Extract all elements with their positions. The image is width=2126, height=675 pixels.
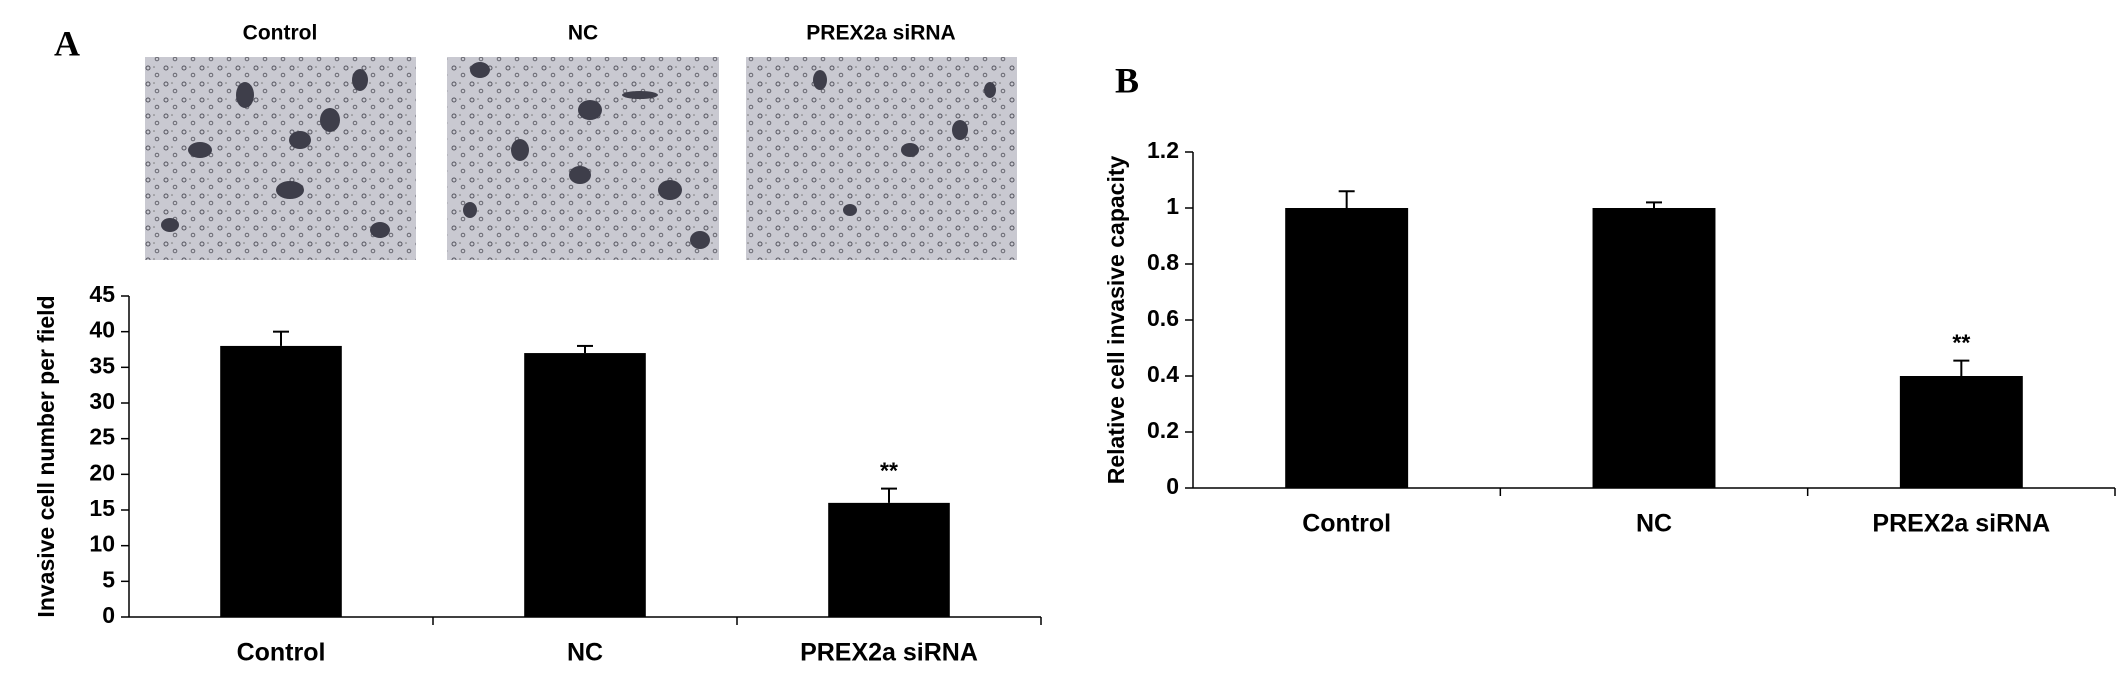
y-tick-label: 1 <box>1166 193 1179 219</box>
y-tick-label: 20 <box>89 459 115 485</box>
y-tick-label: 1.2 <box>1147 137 1179 163</box>
micrograph <box>447 57 719 260</box>
panel-label: B <box>1115 60 1139 100</box>
x-tick-label: PREX2a siRNA <box>800 639 978 667</box>
y-tick-label: 10 <box>89 531 115 557</box>
bar <box>1592 208 1716 488</box>
error-bar <box>881 487 897 503</box>
error-bar <box>273 330 289 346</box>
y-tick-label: 0.6 <box>1147 305 1179 331</box>
x-tick-label: PREX2a siRNA <box>1872 510 2050 538</box>
y-tick-label: 15 <box>89 495 115 521</box>
y-tick-label: 0 <box>102 602 115 628</box>
stained-cells <box>161 62 996 249</box>
y-tick-label: 0.4 <box>1147 361 1179 387</box>
micrograph <box>145 57 416 260</box>
y-tick-label: 0.8 <box>1147 249 1179 275</box>
bar <box>220 345 342 617</box>
y-tick-label: 30 <box>89 388 115 414</box>
y-tick-label: 45 <box>89 281 115 307</box>
bar <box>1899 376 2023 488</box>
x-tick-label: NC <box>1636 510 1672 538</box>
y-tick-label: 0 <box>1166 473 1179 499</box>
panel-label: A <box>54 23 80 63</box>
bar <box>1285 208 1409 488</box>
annotation: ** <box>880 458 898 484</box>
bar <box>828 502 950 617</box>
error-bar <box>1953 359 1970 376</box>
error-bar <box>1646 201 1662 208</box>
y-axis-title: Invasive cell number per field <box>33 295 59 617</box>
micrograph <box>746 57 1017 260</box>
y-axis-title: Relative cell invasive capacity <box>1103 155 1129 484</box>
x-tick-label: Control <box>237 639 326 667</box>
x-tick-label: Control <box>1302 510 1391 538</box>
y-tick-label: 35 <box>89 352 115 378</box>
x-tick-label: NC <box>567 639 603 667</box>
micrographs <box>145 57 1017 260</box>
error-bar <box>577 344 593 354</box>
annotation: ** <box>1952 330 1970 356</box>
image-label: NC <box>568 22 598 45</box>
y-tick-label: 0.2 <box>1147 417 1179 443</box>
y-tick-label: 25 <box>89 424 115 450</box>
image-label: PREX2a siRNA <box>806 22 955 45</box>
error-bar <box>1338 190 1355 208</box>
y-tick-label: 5 <box>102 566 115 592</box>
image-label: Control <box>243 22 318 45</box>
y-tick-label: 40 <box>89 317 115 343</box>
bar <box>524 353 646 617</box>
